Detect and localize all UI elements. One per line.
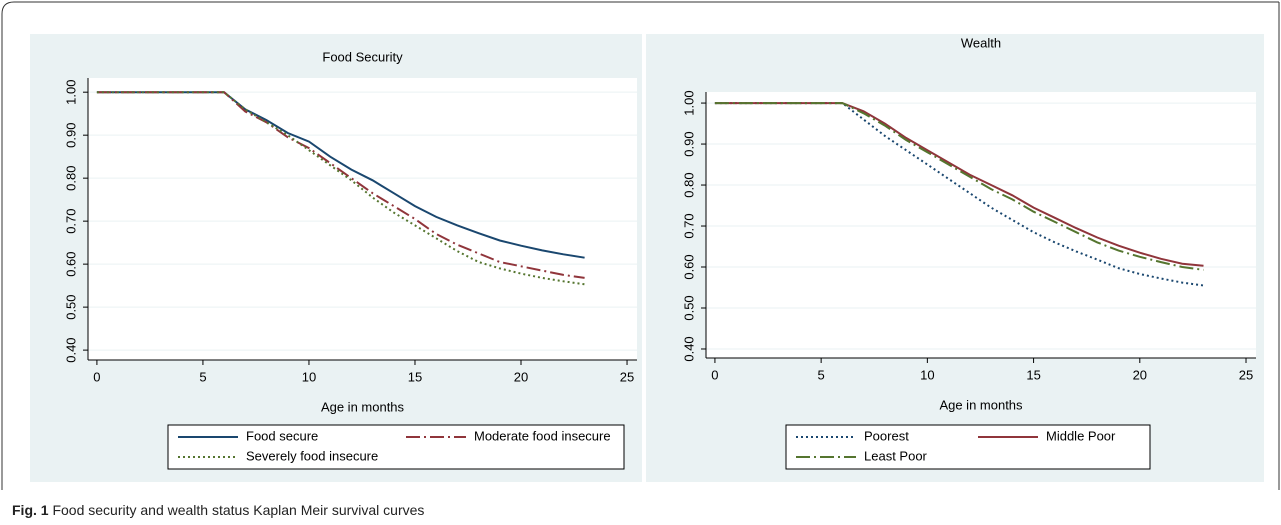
y-tick-label: 0.40	[681, 336, 696, 361]
plot-area	[706, 92, 1256, 358]
y-tick-label: 1.00	[681, 90, 696, 115]
series-line	[714, 102, 1204, 267]
legend-label: Least Poor	[864, 448, 928, 463]
y-tick-label: 0.90	[63, 123, 78, 148]
y-tick-label: 0.80	[681, 172, 696, 197]
x-tick-label: 0	[711, 367, 718, 382]
x-tick-label: 15	[408, 369, 422, 384]
y-tick-label: 0.50	[63, 294, 78, 319]
y-tick-label: 0.70	[63, 208, 78, 233]
x-tick-label: 5	[818, 367, 825, 382]
legend-label: Severely food insecure	[246, 448, 378, 463]
plot-area	[88, 78, 637, 360]
caption-label: Fig. 1	[12, 502, 49, 518]
x-axis-label: Age in months	[321, 399, 405, 414]
y-tick-label: 0.90	[681, 131, 696, 156]
legend-label: Moderate food insecure	[474, 428, 611, 443]
y-tick-label: 0.60	[63, 251, 78, 276]
y-tick-label: 0.50	[681, 295, 696, 320]
x-tick-label: 10	[920, 367, 934, 382]
x-tick-label: 20	[1133, 367, 1147, 382]
y-tick-label: 0.70	[681, 213, 696, 238]
y-tick-label: 0.60	[681, 254, 696, 279]
series-line	[714, 102, 1204, 287]
series-line	[714, 102, 1204, 271]
series-line	[96, 91, 585, 279]
x-tick-label: 10	[302, 369, 316, 384]
chart-title: Wealth	[961, 35, 1001, 50]
chart-title: Food Security	[322, 49, 403, 64]
figure-border	[1, 1, 1279, 490]
x-tick-label: 5	[199, 369, 206, 384]
caption: Fig. 1 Food security and wealth status K…	[12, 502, 424, 518]
x-tick-label: 0	[93, 369, 100, 384]
x-tick-label: 25	[1239, 367, 1253, 382]
x-tick-label: 15	[1026, 367, 1040, 382]
legend-label: Poorest	[864, 428, 909, 443]
y-tick-label: 0.80	[63, 166, 78, 191]
y-tick-label: 0.40	[63, 337, 78, 362]
x-tick-label: 20	[514, 369, 528, 384]
series-line	[96, 91, 585, 259]
legend-box	[785, 424, 1151, 470]
y-tick-label: 1.00	[63, 80, 78, 105]
x-axis-label: Age in months	[939, 397, 1023, 412]
x-tick-label: 25	[620, 369, 634, 384]
caption-text: Food security and wealth status Kaplan M…	[52, 502, 425, 518]
legend-box	[167, 424, 625, 470]
series-line	[96, 91, 585, 286]
legend-label: Middle Poor	[1046, 428, 1116, 443]
legend-label: Food secure	[246, 428, 318, 443]
